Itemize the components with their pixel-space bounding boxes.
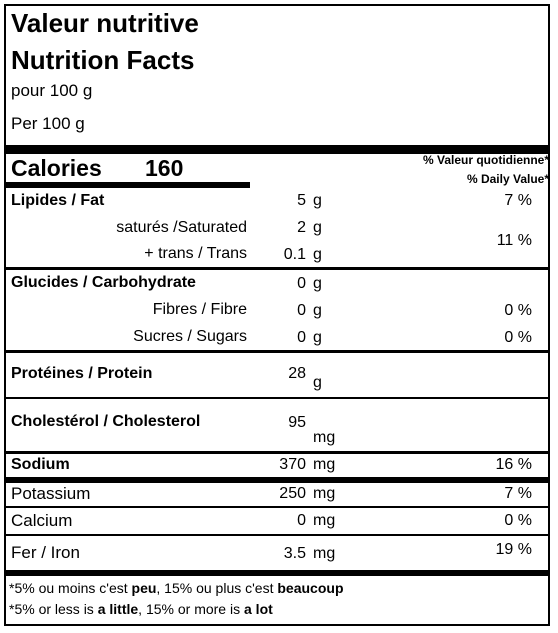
iron-label: Fer / Iron [11, 543, 80, 562]
thick-rule-after-sodium [6, 477, 550, 483]
rule-after-potassium [6, 506, 550, 508]
footnote-english-text-2: , 15% or more is [138, 601, 244, 617]
rule-after-protein [6, 397, 550, 399]
calories-underline [6, 182, 250, 188]
calcium-dv: 0 % [504, 512, 532, 529]
fibre-dv: 0 % [504, 302, 532, 319]
fibre-label: Fibres / Fibre [152, 301, 247, 318]
fat-unit: g [313, 192, 322, 209]
calories-value: 160 [145, 155, 184, 181]
calcium-unit: mg [313, 512, 336, 529]
potassium-unit: mg [313, 485, 336, 502]
title-french: Valeur nutritive [11, 8, 199, 38]
rule-after-cholesterol [6, 451, 550, 454]
sodium-dv: 16 % [495, 456, 532, 473]
iron-amount: 3.5 [283, 545, 306, 562]
fat-dv: 7 % [504, 192, 532, 209]
sodium-unit: mg [313, 456, 336, 473]
potassium-dv: 7 % [504, 485, 532, 502]
sat-trans-dv: 11 % [496, 232, 532, 249]
footnote-english: *5% or less is a little, 15% or more is … [9, 601, 273, 617]
trans-amount: 0.1 [283, 246, 306, 263]
sugars-amount: 0 [297, 329, 306, 346]
footnote-french-text-2: , 15% ou plus c'est [156, 580, 278, 596]
protein-amount: 28 [288, 365, 306, 382]
footnote-english-bold-2: a lot [244, 601, 273, 617]
saturated-amount: 2 [297, 219, 306, 236]
nutrition-facts-label [4, 4, 550, 626]
footnote-english-text-1: *5% or less is [9, 601, 98, 617]
sugars-label: Sucres / Sugars [133, 328, 247, 345]
sugars-dv: 0 % [504, 329, 532, 346]
footnote-french-bold-1: peu [131, 580, 157, 596]
dv-header-french: % Valeur quotidienne* [422, 153, 549, 167]
title-english: Nutrition Facts [11, 45, 195, 75]
sodium-label: Sodium [11, 456, 70, 473]
footnote-french: *5% ou moins c'est peu, 15% ou plus c'es… [9, 580, 344, 596]
trans-unit: g [313, 246, 322, 263]
calories-label: Calories [11, 155, 102, 181]
protein-label: Protéines / Protein [11, 365, 153, 382]
footnote-english-bold-1: a little [97, 601, 139, 617]
thick-rule-before-footnote [6, 570, 550, 576]
calcium-label: Calcium [11, 511, 73, 530]
dv-header-english: % Daily Value* [466, 172, 549, 186]
serving-size-french: pour 100 g [11, 81, 93, 100]
cholesterol-amount: 95 [288, 414, 306, 431]
carbohydrate-unit: g [313, 275, 322, 292]
iron-unit: mg [313, 545, 336, 562]
carbohydrate-label: Glucides / Carbohydrate [11, 274, 196, 291]
iron-dv: 19 % [495, 541, 532, 558]
saturated-unit: g [313, 219, 322, 236]
fat-amount: 5 [297, 192, 306, 209]
sodium-amount: 370 [279, 456, 306, 473]
protein-unit: g [313, 374, 322, 391]
serving-size-english: Per 100 g [11, 114, 85, 133]
trans-label: + trans / Trans [144, 245, 247, 262]
carbohydrate-amount: 0 [297, 275, 306, 292]
calcium-amount: 0 [297, 512, 306, 529]
potassium-amount: 250 [279, 485, 306, 502]
rule-after-carbohydrate [6, 350, 550, 353]
sugars-unit: g [313, 329, 322, 346]
cholesterol-label: Cholestérol / Cholesterol [11, 413, 201, 430]
fibre-unit: g [313, 302, 322, 319]
thick-rule-top [6, 145, 550, 154]
fat-label: Lipides / Fat [11, 192, 105, 209]
saturated-label: saturés /Saturated [116, 219, 247, 236]
footnote-french-text-1: *5% ou moins c'est [9, 580, 132, 596]
cholesterol-unit: mg [313, 429, 336, 446]
footnote-french-bold-2: beaucoup [277, 580, 344, 596]
rule-after-calcium [6, 534, 550, 536]
fibre-amount: 0 [297, 302, 306, 319]
potassium-label: Potassium [11, 484, 91, 503]
rule-after-fat [6, 267, 550, 270]
